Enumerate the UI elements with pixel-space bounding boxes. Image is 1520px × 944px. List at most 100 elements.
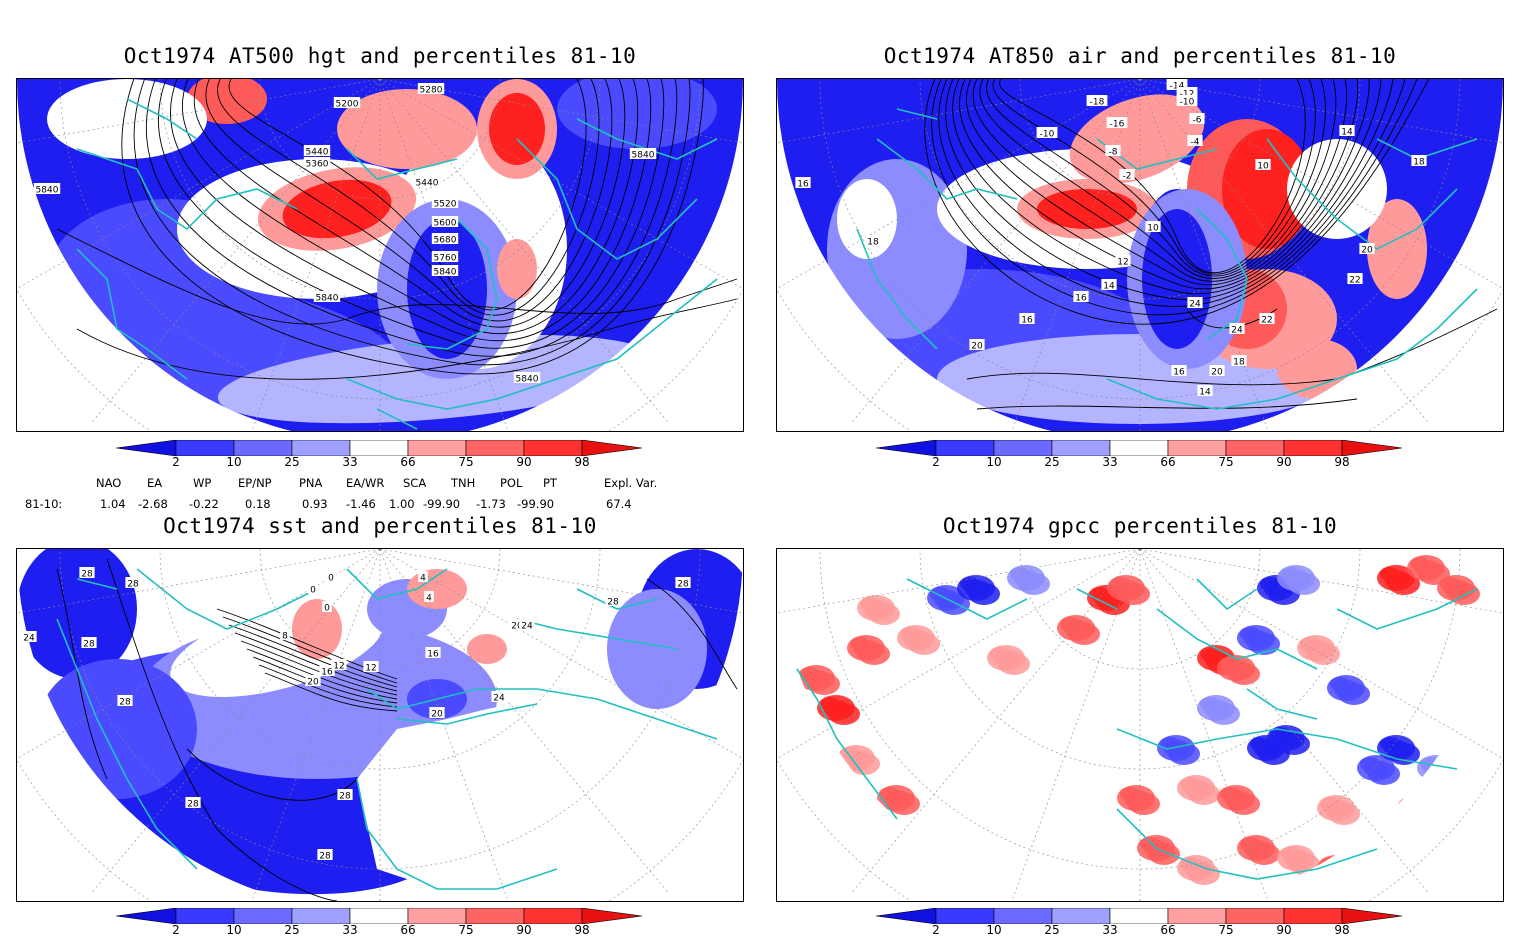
colorbar-swatch — [1051, 440, 1111, 456]
index-value: 1.04 — [100, 497, 126, 511]
panel-title-sst: Oct1974 sst and percentiles 81-10 — [163, 514, 597, 538]
contour-line — [979, 79, 1337, 279]
contour-label-bg — [425, 647, 441, 658]
index-value: -99.90 — [517, 497, 555, 511]
contour-label: 0 — [324, 604, 330, 614]
contour-label-bg — [303, 145, 331, 156]
colorbar-tick-label: 90 — [516, 923, 532, 937]
contour-label-bg — [1105, 145, 1121, 156]
contour-line — [228, 624, 398, 688]
contour-line — [56, 568, 108, 780]
precip-anomaly — [817, 695, 855, 721]
colorbar-swatch — [993, 908, 1053, 924]
contour-label: -4 — [1191, 138, 1200, 148]
colorbar-swatch — [233, 908, 293, 924]
contour-line — [205, 79, 613, 322]
contour-label: 22 — [1261, 316, 1272, 326]
colorbar-tick-label: 10 — [986, 923, 1002, 937]
contour-label-bg — [185, 797, 201, 808]
contour-label-bg — [1086, 95, 1108, 106]
contour-label: 5360 — [306, 160, 329, 170]
colorbar-tick-label: 75 — [1218, 923, 1234, 937]
contour-label: 14 — [1199, 388, 1211, 398]
contour-label-bg — [21, 631, 37, 642]
colorbar-swatch — [291, 440, 351, 456]
contour-label: 12 — [1117, 258, 1128, 268]
contour-label-bg — [1359, 243, 1375, 254]
colorbar-tick-label: 66 — [400, 455, 416, 469]
contour-line — [646, 578, 738, 690]
colorbar-tick-label: 90 — [516, 455, 532, 469]
colorbar: 2 10 25 33 66 75 90 98 — [116, 440, 644, 476]
colorbar-swatch — [1167, 908, 1227, 924]
contour-label: 16 — [1021, 316, 1033, 326]
precip-anomaly — [1277, 845, 1315, 871]
contour-label: 5280 — [420, 86, 443, 96]
graticule-line — [379, 79, 743, 144]
percentile-area — [217, 334, 657, 424]
graticule-line — [17, 79, 381, 289]
coastline — [56, 568, 718, 890]
percentile-area — [837, 179, 897, 259]
colorbar-swatch — [1109, 908, 1169, 924]
contour-label-bg — [317, 849, 333, 860]
contour-label: 28 — [81, 570, 93, 580]
contour-line — [986, 79, 1326, 277]
colorbar-swatch — [116, 440, 177, 456]
contour-label: 16 — [427, 650, 439, 660]
contour-label: 5760 — [434, 254, 457, 264]
colorbar-tick-label: 98 — [1334, 923, 1350, 937]
index-header: EA/WR — [346, 476, 385, 490]
colorbar-tick-label: 2 — [932, 455, 940, 469]
colorbar-swatch — [523, 440, 583, 456]
percentile-area — [497, 239, 537, 299]
colorbar-swatch — [1225, 908, 1285, 924]
colorbar-swatch — [523, 908, 583, 924]
index-header: Expl. Var. — [604, 476, 658, 490]
panel-title-hgt: Oct1974 AT500 hgt and percentiles 81-10 — [123, 44, 637, 68]
contour-label-bg — [331, 659, 347, 670]
contour-label-bg — [1411, 155, 1427, 166]
colorbar-tick-label: 25 — [1044, 923, 1060, 937]
contour-line — [145, 79, 678, 357]
contour-label: 4 — [420, 574, 426, 584]
contour-label-bg — [313, 291, 341, 302]
contour-label-bg — [1176, 95, 1198, 106]
precip-anomaly — [1217, 655, 1255, 681]
colorbar-tick-label: 25 — [284, 923, 300, 937]
colorbar-swatch — [1341, 440, 1403, 456]
graticule-line — [777, 79, 1141, 289]
contour-label: 0 — [328, 574, 334, 584]
contour-label: -10 — [1040, 130, 1055, 140]
contour-line — [931, 79, 1418, 316]
map-mask — [777, 79, 1503, 431]
contour-label-bg — [513, 372, 541, 383]
graticule-line — [379, 549, 743, 759]
percentile-area — [467, 634, 507, 664]
index-header: POL — [500, 476, 523, 490]
graticule-line — [1139, 79, 1503, 289]
colorbar-tick-label: 10 — [226, 455, 242, 469]
percentile-area — [1367, 199, 1427, 299]
contour-label: -14 — [1170, 82, 1185, 92]
contour-label-bg — [1166, 79, 1188, 90]
contour-label-bg — [795, 177, 811, 188]
colorbar-tick-label: 33 — [1102, 923, 1118, 937]
colorbar-swatch — [935, 908, 995, 924]
contour-line — [170, 79, 652, 341]
colorbar: 2 10 25 33 66 75 90 98 — [876, 908, 1404, 944]
contour-label-bg — [431, 233, 459, 244]
contour-label-bg — [305, 675, 321, 686]
percentile-area — [292, 599, 342, 659]
contour-label: 28 — [319, 852, 331, 862]
colorbar-swatch — [175, 440, 235, 456]
contour-label-bg — [431, 216, 459, 227]
percentile-area — [17, 549, 137, 679]
contour-label-bg — [1187, 297, 1203, 308]
contour-label: 12 — [333, 662, 344, 672]
colorbar-swatch — [465, 908, 525, 924]
contour-label: 0 — [310, 586, 316, 596]
colorbar-tick-label: 66 — [1160, 923, 1176, 937]
index-value: -99.90 — [423, 497, 461, 511]
contour-label-bg — [1101, 279, 1117, 290]
